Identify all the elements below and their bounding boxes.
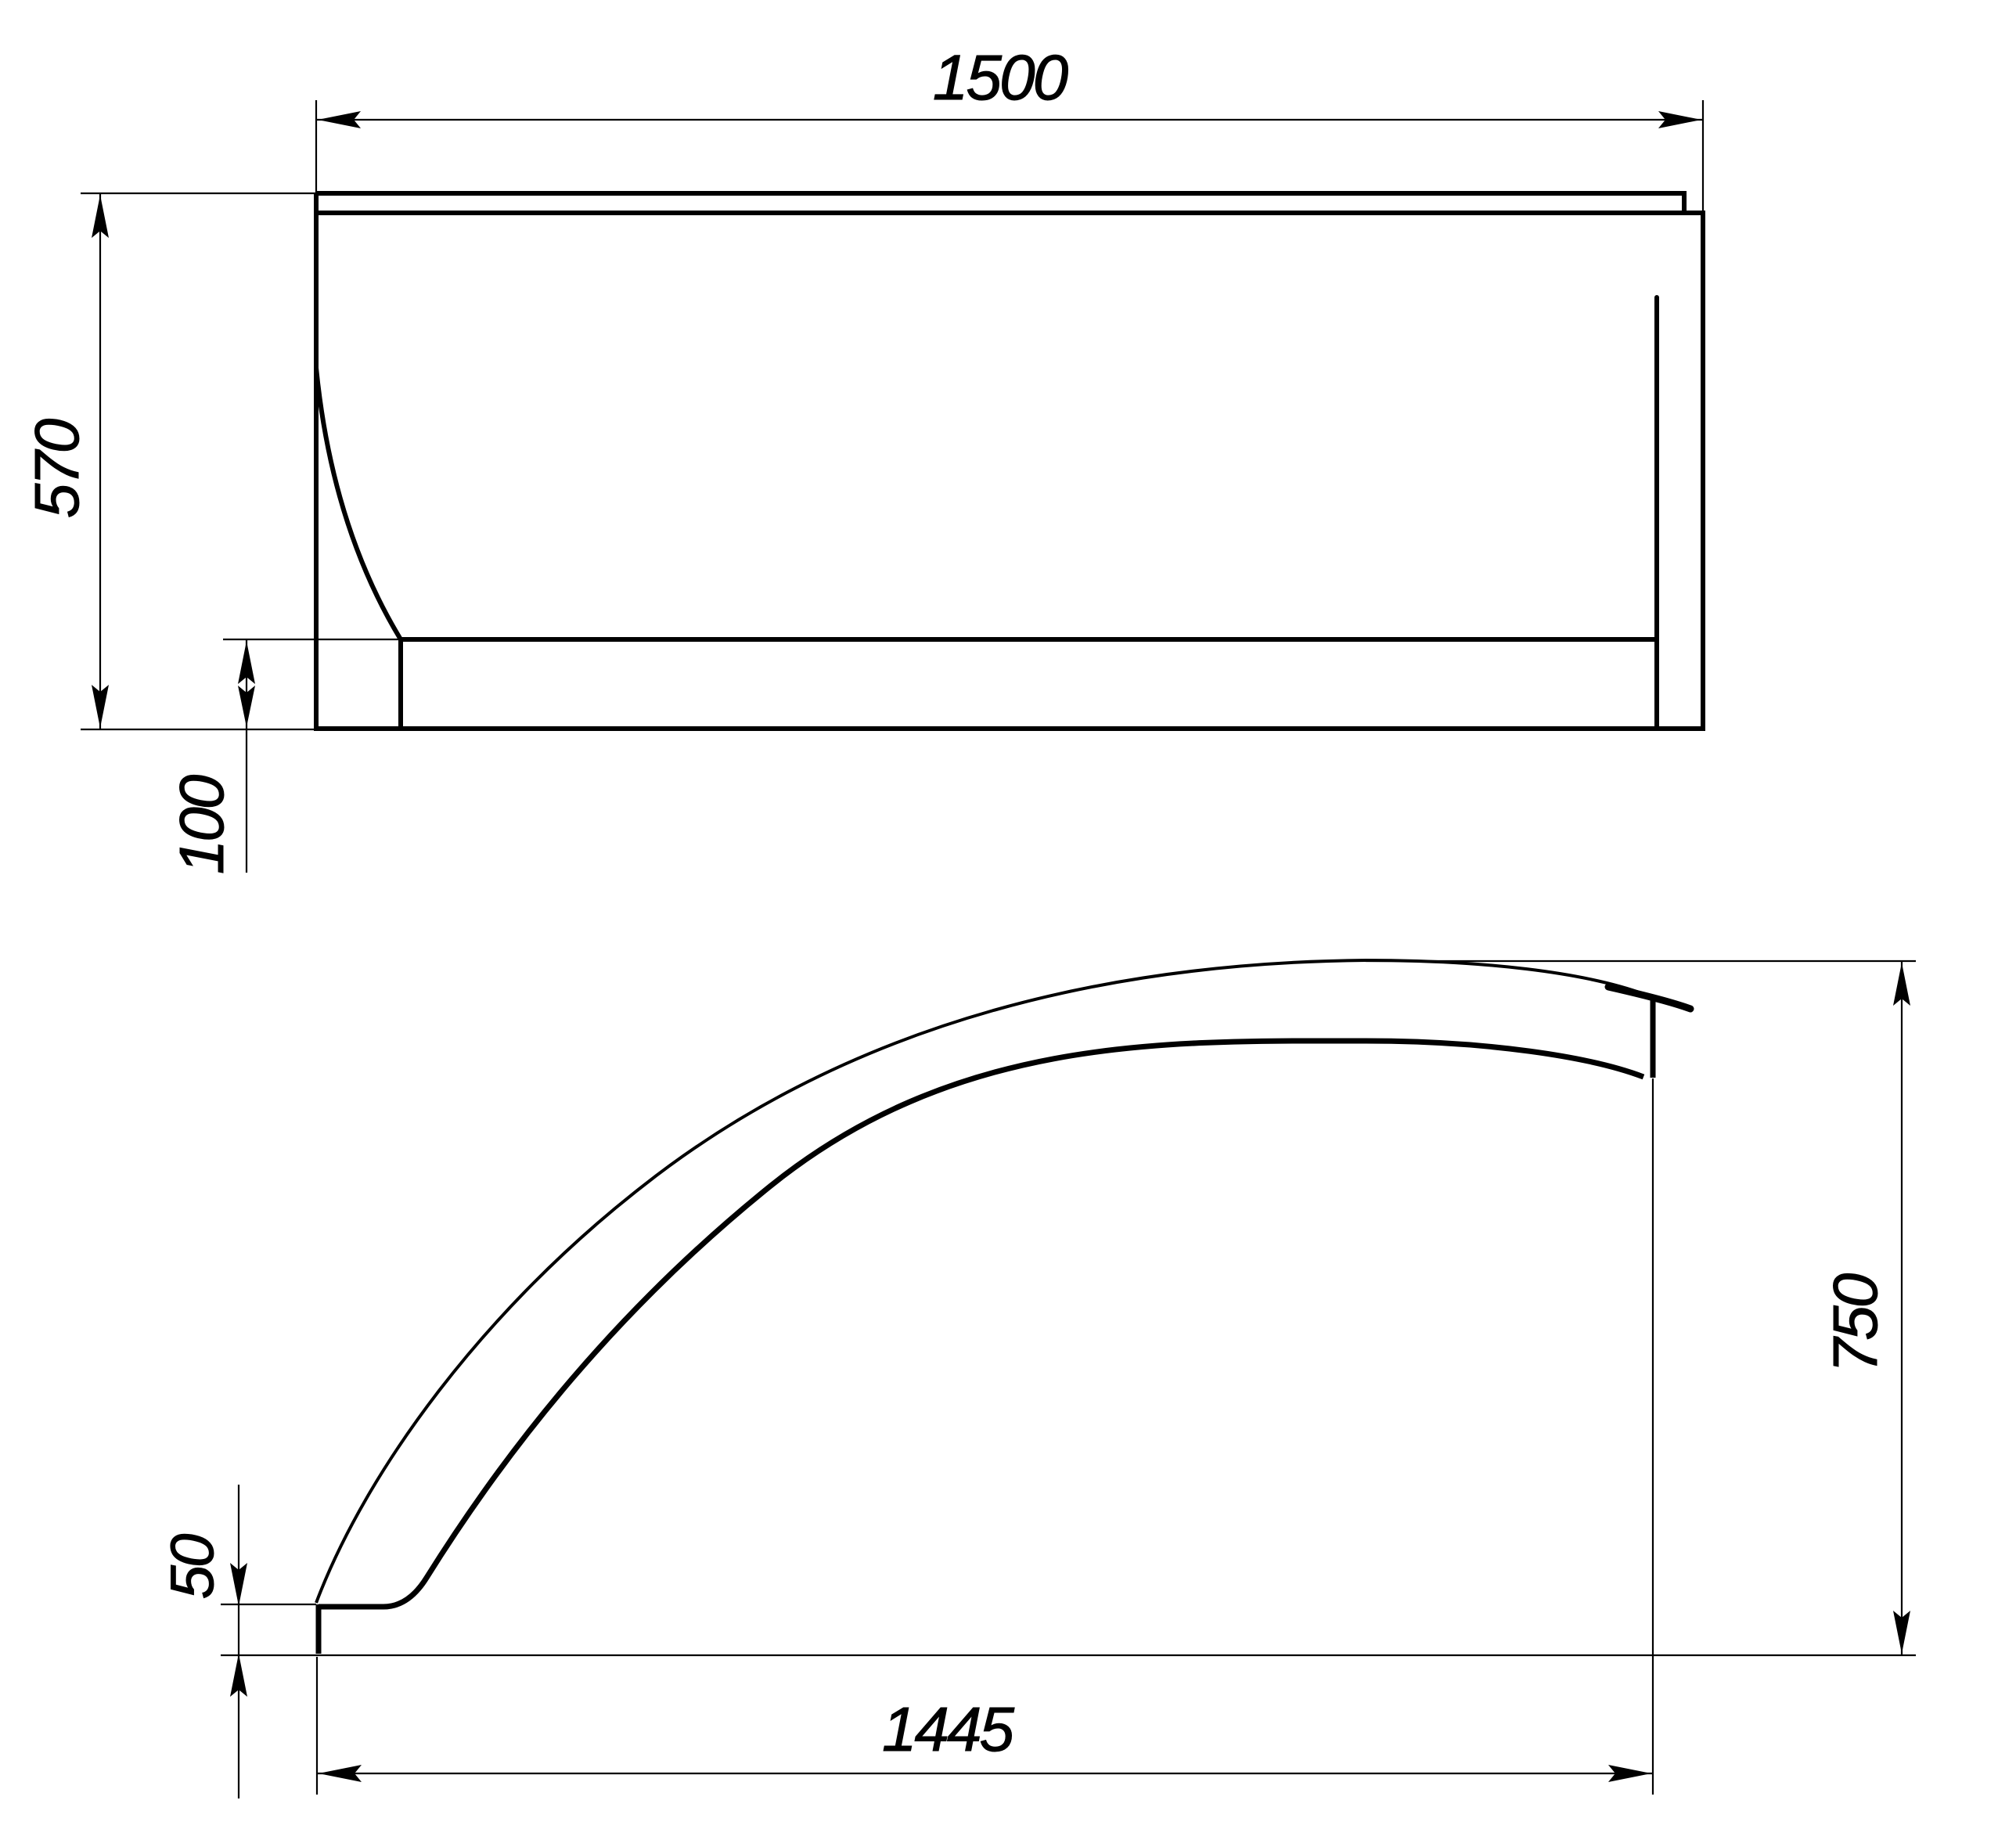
front-dimension-lines bbox=[81, 100, 1705, 873]
front-arrowheads bbox=[92, 111, 1701, 728]
plan-arrowheads bbox=[230, 963, 1910, 1782]
dim-label-50: 50 bbox=[157, 1534, 226, 1599]
front-lip-top-edge bbox=[316, 191, 1687, 213]
front-left-corner-curve bbox=[314, 367, 403, 641]
arrow-750-down bbox=[1893, 1611, 1910, 1654]
plan-end-flange bbox=[1604, 983, 1694, 1013]
plan-inner-arc bbox=[319, 1038, 1645, 1610]
arrow-570-down bbox=[92, 685, 109, 728]
front-panel-outline bbox=[314, 191, 1705, 731]
arrow-570-up bbox=[92, 195, 109, 238]
plan-dimension-lines bbox=[221, 960, 1916, 1798]
dim-label-1445: 1445 bbox=[882, 1694, 1014, 1764]
arrow-100-down bbox=[238, 686, 255, 727]
arrow-1500-right bbox=[1658, 111, 1701, 128]
dim-label-1500: 1500 bbox=[933, 42, 1068, 113]
arrow-750-up bbox=[1893, 963, 1910, 1006]
front-body-outline bbox=[314, 193, 1705, 731]
arrow-50-up-outside bbox=[230, 1654, 247, 1697]
plan-profile-view: 50 750 1445 bbox=[157, 958, 1916, 1798]
arrow-100-up bbox=[238, 641, 255, 684]
plan-outer-arc bbox=[315, 958, 1647, 1604]
dim-label-570: 570 bbox=[22, 419, 92, 518]
arrow-1500-left bbox=[318, 111, 361, 128]
front-elevation-view: 1500 570 100 bbox=[22, 42, 1705, 875]
dim-label-750: 750 bbox=[1820, 1273, 1890, 1373]
plan-panel-outline bbox=[315, 958, 1694, 1654]
arrow-1445-right bbox=[1608, 1765, 1651, 1782]
arrow-1445-left bbox=[319, 1765, 362, 1782]
arrow-50-down-outside bbox=[230, 1563, 247, 1606]
dim-label-100: 100 bbox=[167, 775, 236, 874]
